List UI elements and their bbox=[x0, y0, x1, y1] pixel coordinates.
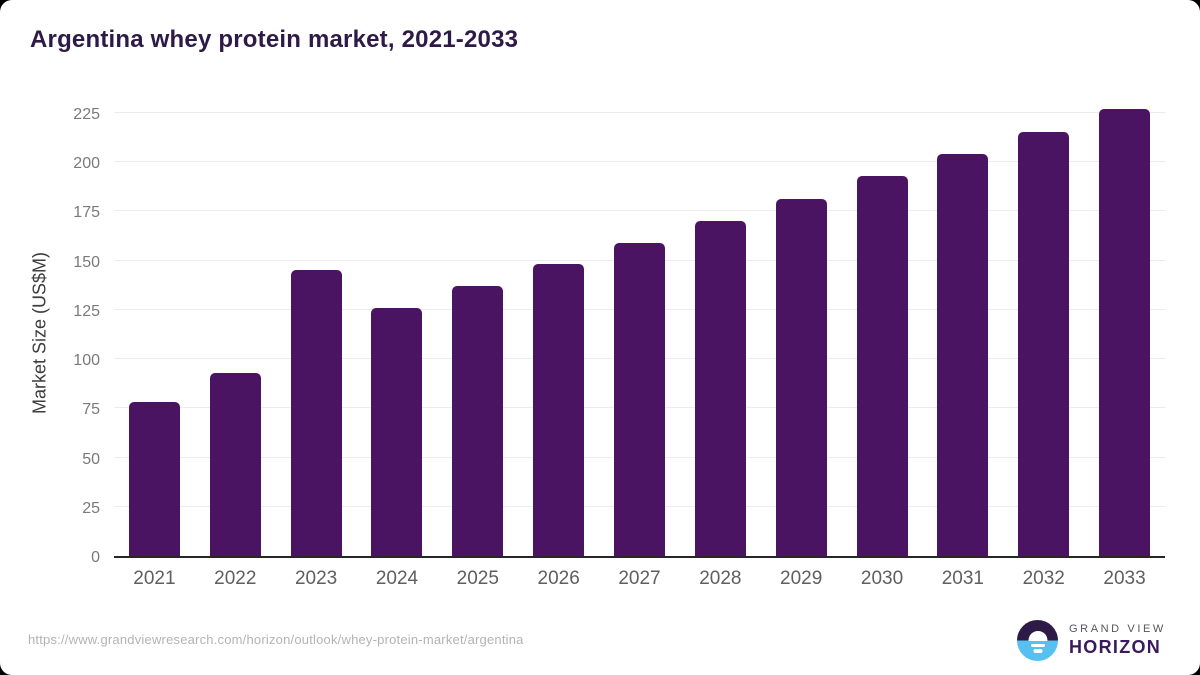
x-tick-label-2022: 2022 bbox=[214, 568, 257, 589]
y-tick-label-0: 0 bbox=[91, 549, 100, 566]
bar-slot-2024 bbox=[357, 108, 438, 556]
bar-slot-2028 bbox=[680, 108, 761, 556]
bar-slot-2023 bbox=[276, 108, 357, 556]
sun-dome-shape bbox=[1028, 630, 1047, 641]
sun-reflection-line-1 bbox=[1030, 643, 1045, 647]
bar-slot-2032 bbox=[1003, 108, 1084, 556]
logo-horizon-label: HORIZON bbox=[1069, 637, 1162, 657]
plot-area bbox=[114, 108, 1165, 558]
y-axis-ticks: 0 25 50 75 100 125 150 175 200 225 bbox=[56, 105, 100, 566]
bar-2030 bbox=[856, 175, 908, 556]
y-tick-label-150: 150 bbox=[73, 253, 100, 271]
bar-2027 bbox=[613, 242, 665, 556]
bar-slot-2029 bbox=[761, 108, 842, 556]
gridline-225 bbox=[114, 111, 1165, 113]
bar-slot-2022 bbox=[195, 108, 276, 556]
source-url: https://www.grandviewresearch.com/horizo… bbox=[28, 632, 524, 647]
bar-slot-2025 bbox=[437, 108, 518, 556]
y-tick-label-175: 175 bbox=[73, 204, 100, 222]
bar-slot-2026 bbox=[518, 108, 599, 556]
y-tick-label-75: 75 bbox=[82, 401, 100, 419]
y-tick-label-125: 125 bbox=[73, 302, 100, 320]
x-tick-label-2032: 2032 bbox=[1022, 568, 1065, 589]
bar-slot-2021 bbox=[114, 108, 195, 556]
chart-title: Argentina whey protein market, 2021-2033 bbox=[30, 26, 519, 53]
logo-text: GRAND VIEW HORIZON bbox=[1069, 623, 1166, 658]
x-tick-label-2025: 2025 bbox=[456, 568, 499, 589]
y-tick-label-50: 50 bbox=[82, 450, 100, 468]
x-axis-ticks: 2021 2022 2023 2024 2025 2026 2027 2028 2029 2030… bbox=[114, 568, 1165, 590]
y-tick-label-225: 225 bbox=[73, 105, 100, 123]
bar-2021 bbox=[128, 402, 180, 556]
sun-reflection-line-2 bbox=[1033, 649, 1042, 653]
gridline-200 bbox=[114, 161, 1165, 162]
y-tick-label-200: 200 bbox=[73, 155, 100, 172]
y-axis-title: Market Size (US$M) bbox=[29, 251, 50, 415]
x-tick-label-2030: 2030 bbox=[860, 568, 904, 589]
bar-2033 bbox=[1099, 108, 1151, 556]
grand-view-horizon-logo: GRAND VIEW HORIZON bbox=[1017, 620, 1166, 661]
y-tick-label-25: 25 bbox=[82, 499, 100, 517]
bar-2026 bbox=[533, 264, 585, 556]
bar-2023 bbox=[290, 270, 342, 556]
x-tick-label-2026: 2026 bbox=[537, 568, 580, 589]
bar-slot-2027 bbox=[599, 108, 680, 556]
bar-slot-2033 bbox=[1084, 108, 1165, 556]
bar-slot-2030 bbox=[842, 108, 923, 556]
bar-2029 bbox=[775, 199, 827, 556]
bar-2025 bbox=[452, 286, 504, 556]
gridline-175 bbox=[114, 210, 1165, 212]
bar-2028 bbox=[694, 221, 746, 556]
bar-2032 bbox=[1018, 132, 1070, 556]
x-tick-label-2028: 2028 bbox=[699, 568, 742, 589]
x-tick-label-2023: 2023 bbox=[294, 568, 338, 589]
horizon-sun-icon bbox=[1017, 620, 1058, 661]
bar-2022 bbox=[209, 372, 261, 556]
logo-grand-view-label: GRAND VIEW bbox=[1069, 623, 1166, 635]
x-tick-label-2029: 2029 bbox=[780, 568, 823, 589]
bars-row bbox=[114, 108, 1165, 556]
x-tick-label-2031: 2031 bbox=[941, 568, 984, 589]
bar-2024 bbox=[371, 307, 423, 556]
bar-slot-2031 bbox=[922, 108, 1003, 556]
x-tick-label-2021: 2021 bbox=[133, 568, 176, 589]
x-tick-label-2027: 2027 bbox=[618, 568, 661, 589]
bar-2031 bbox=[937, 154, 989, 556]
y-tick-label-100: 100 bbox=[73, 352, 100, 369]
x-tick-label-2033: 2033 bbox=[1103, 568, 1146, 589]
x-tick-label-2024: 2024 bbox=[375, 568, 419, 589]
